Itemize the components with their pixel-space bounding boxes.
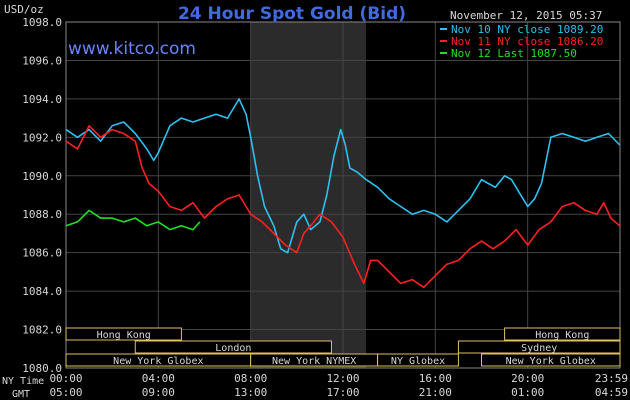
grid-lines [65, 21, 621, 369]
x-tick-label-gmt: 09:00 [142, 386, 175, 399]
session-label: New York Globex [506, 356, 596, 367]
x-tick-label-ny: 00:00 [49, 372, 82, 385]
y-tick-label: 1086.0 [22, 247, 62, 260]
y-axis-ticks: 1080.0 1082.0 1084.0 1086.0 1088.0 1090.0 1092… [22, 16, 62, 375]
session-label: New York Globex [113, 356, 203, 367]
y-tick-label: 1088.0 [22, 208, 62, 221]
x-tick-label-ny: 23:59 [595, 372, 628, 385]
y-tick-label: 1082.0 [22, 324, 62, 337]
y-tick-label: 1092.0 [22, 131, 62, 144]
series-line [65, 125, 621, 289]
session-label: London [215, 343, 251, 354]
unit-label: USD/oz [4, 3, 44, 16]
timestamp: November 12, 2015 05:37 [450, 9, 602, 22]
legend-label: Nov 10 NY close 1089.20 [451, 23, 603, 36]
x-tick-label-gmt: 05:00 [49, 386, 82, 399]
session-label: Sydney [521, 343, 557, 354]
y-tick-label: 1094.0 [22, 93, 62, 106]
gmt-label: GMT [12, 389, 30, 400]
legend-label: Nov 12 Last 1087.50 [451, 47, 577, 60]
session-box [481, 353, 621, 367]
session-box [65, 327, 182, 341]
session-label: Hong Kong [535, 330, 589, 341]
legend-label: Nov 11 NY close 1086.20 [451, 35, 603, 48]
x-tick-label-gmt: 04:59 [595, 386, 628, 399]
x-tick-label-ny: 08:00 [234, 372, 267, 385]
y-tick-label: 1080.0 [22, 362, 62, 375]
watermark: www.kitco.com [68, 39, 196, 59]
session-box [377, 353, 459, 367]
x-tick-label-gmt: 21:00 [419, 386, 452, 399]
ny-time-label: NY Time [2, 376, 44, 387]
x-tick-label-ny: 12:00 [326, 372, 359, 385]
shaded-band [250, 22, 367, 368]
x-tick-label-gmt: 13:00 [234, 386, 267, 399]
plot-frame [65, 21, 621, 369]
series-line [65, 209, 201, 231]
session-label: NY Globex [391, 356, 445, 367]
price-series [65, 98, 621, 289]
session-box [134, 340, 332, 354]
x-tick-label-gmt: 01:00 [511, 386, 544, 399]
y-tick-label: 1096.0 [22, 54, 62, 67]
session-label: Hong Kong [97, 330, 151, 341]
y-tick-label: 1084.0 [22, 285, 62, 298]
x-tick-label-gmt: 17:00 [326, 386, 359, 399]
session-box [504, 327, 621, 341]
y-tick-label: 1098.0 [22, 16, 62, 29]
session-label: New York NYMEX [272, 356, 356, 367]
session-box [457, 340, 621, 354]
x-tick-label-ny: 20:00 [511, 372, 544, 385]
series-line [65, 98, 621, 254]
x-tick-label-ny: 16:00 [419, 372, 452, 385]
market-sessions: Hong Kong London New York Globex New York N… [65, 327, 621, 367]
chart-title: 24 Hour Spot Gold (Bid) [178, 4, 406, 24]
nymex-session-shade [250, 22, 367, 368]
x-tick-label-ny: 04:00 [142, 372, 175, 385]
y-tick-label: 1090.0 [22, 170, 62, 183]
